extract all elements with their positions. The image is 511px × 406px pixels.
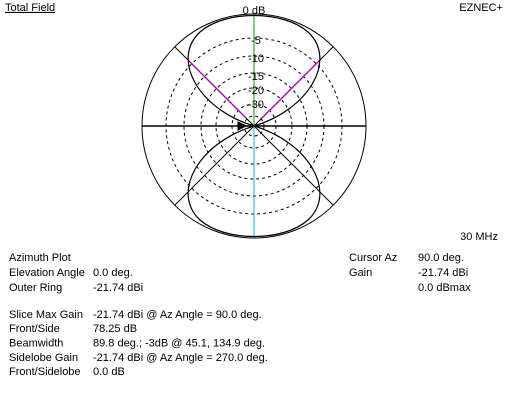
ring-labels: 0 dB -5 -10 -15 -20 -30 — [243, 5, 266, 111]
row-label: Gain — [349, 267, 372, 279]
reference: 0.0 dBmax — [418, 282, 471, 294]
ring-label: -5 — [251, 35, 261, 47]
plot-type: Azimuth Plot — [9, 252, 71, 264]
pattern-lobe — [187, 14, 321, 127]
ring-label: -15 — [248, 71, 264, 83]
row-value: 0.0 deg. — [93, 267, 133, 279]
detail-rows: Slice Max Gain -21.74 dBi @ Az Angle = 90… — [9, 309, 268, 378]
pattern-lobe — [187, 125, 321, 238]
ring-label: 0 dB — [243, 5, 266, 17]
row-label: Outer Ring — [9, 282, 62, 294]
row-value: 89.8 deg.; -3dB @ 45.1, 134.9 deg. — [93, 338, 265, 350]
cursor-rows: Cursor Az 90.0 deg. Gain -21.74 dBi — [349, 252, 468, 279]
frequency: 30 MHz — [460, 231, 498, 243]
app-name: EZNEC+ — [459, 2, 503, 14]
beamwidth-line — [189, 61, 247, 119]
polar-plot — [141, 13, 367, 239]
ring-label: -20 — [248, 85, 264, 97]
row-value: 90.0 deg. — [418, 252, 464, 264]
ring-label: -30 — [248, 99, 264, 111]
row-label: Front/Side — [9, 323, 60, 335]
row-value: 0.0 dB — [93, 366, 125, 378]
row-value: -21.74 dBi @ Az Angle = 270.0 deg. — [93, 352, 268, 364]
row-label: Sidelobe Gain — [9, 352, 78, 364]
summary-rows: Elevation Angle 0.0 deg. Outer Ring -21.74 … — [9, 267, 143, 294]
arrowhead — [237, 121, 248, 131]
row-label: Beamwidth — [9, 338, 63, 350]
row-value: -21.74 dBi — [418, 267, 468, 279]
row-label: Slice Max Gain — [9, 309, 83, 321]
ring-label: -10 — [248, 53, 264, 65]
plot-title: Total Field — [5, 2, 55, 14]
row-label: Cursor Az — [349, 252, 397, 264]
row-value: -21.74 dBi @ Az Angle = 90.0 deg. — [93, 309, 262, 321]
row-value: 78.25 dB — [93, 323, 137, 335]
beamwidth-line — [261, 61, 319, 119]
row-label: Front/Sidelobe — [9, 366, 81, 378]
row-label: Elevation Angle — [9, 267, 85, 279]
row-value: -21.74 dBi — [93, 282, 143, 294]
